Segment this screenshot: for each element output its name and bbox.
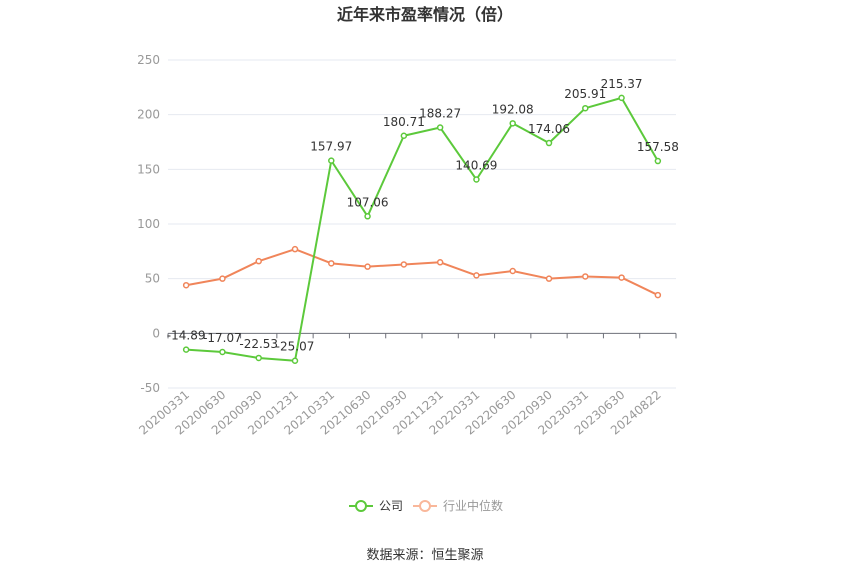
chart-title: 近年来市盈率情况（倍） — [337, 5, 513, 24]
data-point[interactable] — [400, 261, 408, 268]
data-point[interactable] — [473, 272, 480, 279]
y-tick-label: 100 — [137, 217, 160, 231]
data-label: -14.89 — [167, 329, 206, 343]
data-point[interactable] — [364, 263, 371, 270]
legend-item-company[interactable]: 公司 — [349, 499, 403, 513]
legend: 公司 行业中位数 — [349, 498, 503, 513]
data-label: 157.97 — [310, 140, 352, 154]
data-label: -25.07 — [276, 340, 315, 354]
data-label: -17.07 — [203, 331, 242, 345]
legend-company-marker — [355, 500, 367, 512]
data-point[interactable] — [618, 94, 625, 102]
y-tick-label: 200 — [137, 108, 160, 122]
y-tick-label: 50 — [145, 272, 160, 286]
data-label: 174.06 — [528, 122, 570, 136]
data-point[interactable] — [618, 274, 625, 281]
data-point[interactable] — [473, 176, 480, 183]
data-point[interactable] — [582, 104, 589, 112]
axis-layer: 250200150100500-502020033120200630202009… — [136, 53, 677, 438]
data-point[interactable] — [219, 275, 226, 282]
data-point[interactable] — [182, 281, 190, 289]
data-point[interactable] — [436, 124, 444, 131]
y-tick-label: 250 — [137, 53, 160, 67]
series-layer — [182, 94, 662, 364]
data-point[interactable] — [654, 157, 662, 165]
data-label: 140.69 — [455, 159, 497, 173]
data-point[interactable] — [328, 260, 335, 267]
grid-layer — [168, 59, 676, 389]
y-tick-label: 150 — [137, 162, 160, 176]
data-label-layer: -14.89-17.07-22.53-25.07 157.97 107.06 180.… — [167, 77, 679, 354]
series-line-1 — [185, 248, 659, 296]
data-label: 157.58 — [637, 140, 679, 154]
data-point[interactable] — [545, 275, 553, 282]
data-point[interactable] — [182, 346, 190, 353]
data-point[interactable] — [364, 213, 371, 220]
data-label: -22.53 — [239, 337, 278, 351]
data-point[interactable] — [328, 157, 335, 164]
data-point[interactable] — [509, 120, 516, 127]
legend-industry-label: 行业中位数 — [443, 498, 503, 513]
data-label: 215.37 — [601, 77, 643, 91]
data-point[interactable] — [255, 257, 262, 265]
legend-industry-marker — [419, 500, 431, 512]
data-point[interactable] — [400, 132, 408, 140]
data-point[interactable] — [291, 357, 299, 364]
data-label: 107.06 — [347, 195, 389, 209]
legend-company-label: 公司 — [379, 499, 403, 513]
data-label: 192.08 — [492, 102, 534, 116]
y-tick-label: 0 — [152, 326, 160, 340]
series-line-0 — [186, 96, 659, 362]
data-label: 205.91 — [564, 87, 606, 101]
data-point[interactable] — [436, 259, 444, 266]
y-tick-label: -50 — [140, 381, 160, 395]
legend-item-industry-median[interactable]: 行业中位数 — [413, 498, 503, 513]
data-point[interactable] — [255, 354, 262, 362]
data-point[interactable] — [219, 348, 226, 356]
data-label: 188.27 — [419, 106, 461, 120]
data-point[interactable] — [654, 291, 662, 299]
data-point[interactable] — [582, 273, 589, 280]
data-point[interactable] — [291, 245, 299, 253]
data-source: 数据来源：恒生聚源 — [366, 548, 483, 563]
data-label: 180.71 — [383, 115, 425, 129]
data-point[interactable] — [545, 139, 553, 147]
data-point[interactable] — [509, 267, 516, 275]
